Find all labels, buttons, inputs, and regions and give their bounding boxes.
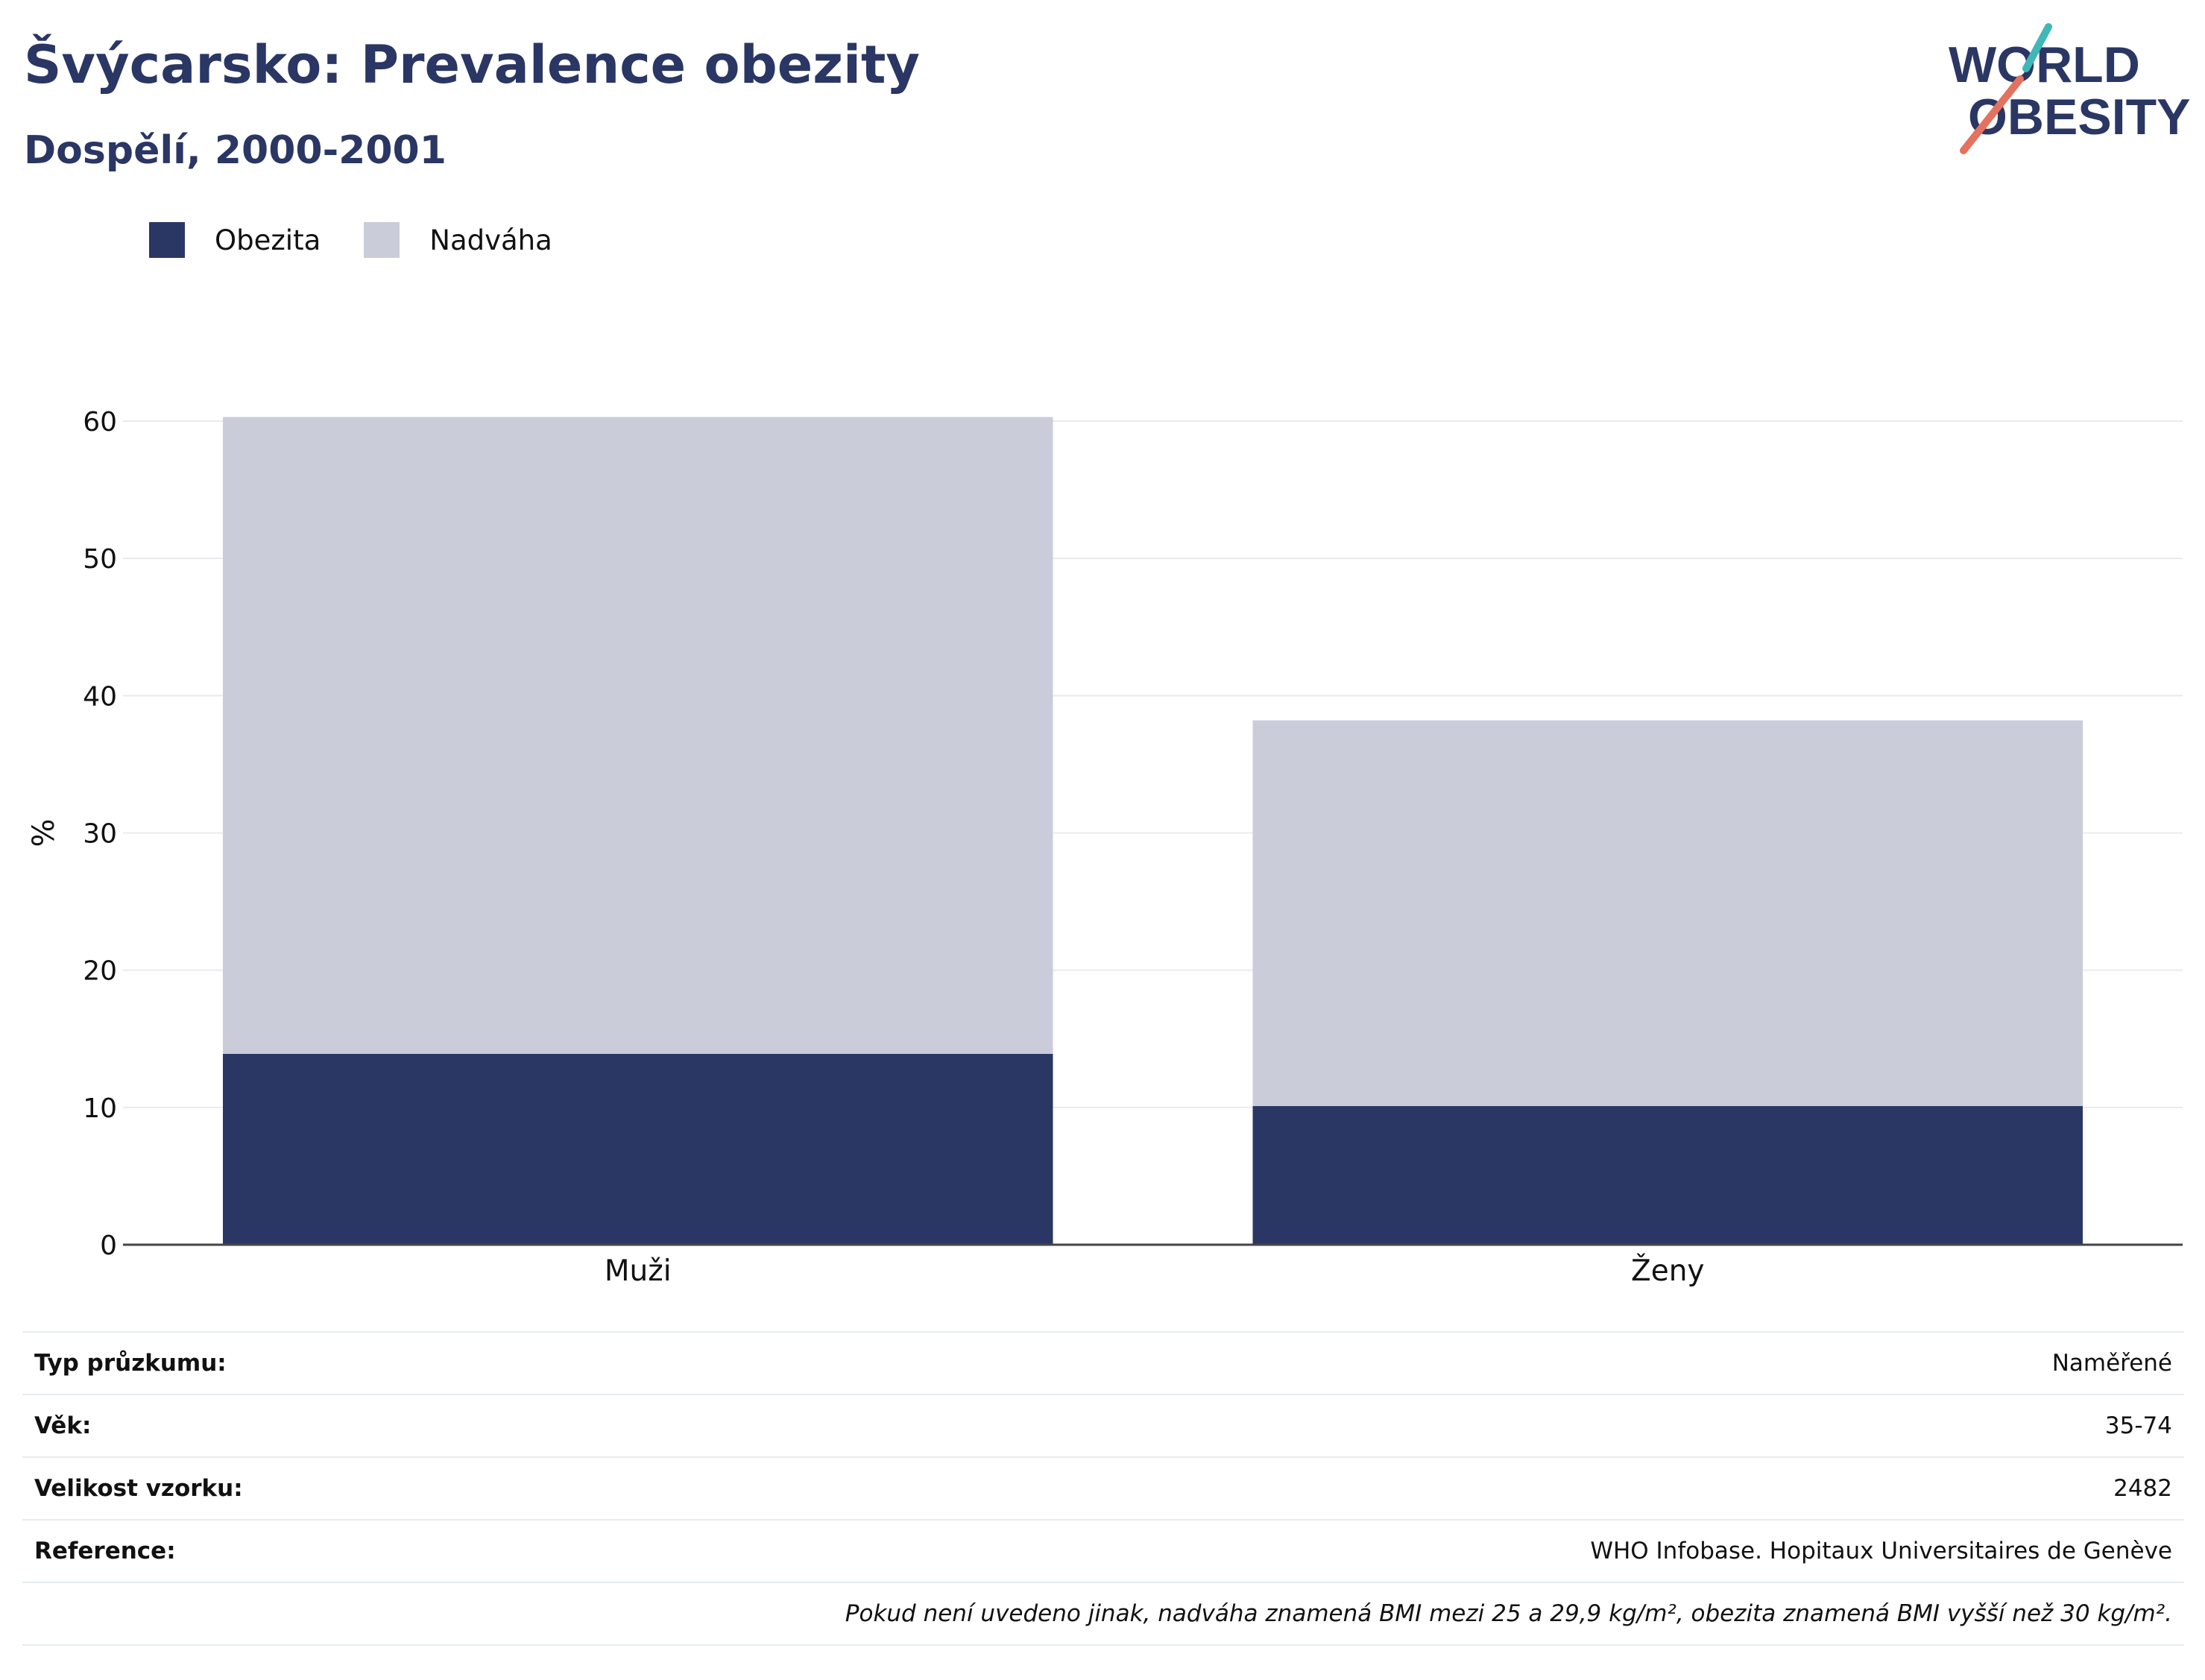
stacked-bar-chart: 0 10 20 30 40 50 60% Muži Ženy: [27, 407, 2183, 1288]
legend-label-overweight: Nadváha: [429, 224, 552, 256]
info-label: Typ průzkumu:: [22, 1331, 622, 1395]
definition-note: Pokud není uvedeno jinak, nadváha znamen…: [22, 1582, 2184, 1646]
info-row-reference: Reference: WHO Infobase. Hopitaux Univer…: [22, 1519, 2184, 1582]
bar-obesity: [1252, 1105, 2083, 1245]
bar-obesity: [223, 1054, 1053, 1245]
x-tick-label: Muži: [605, 1254, 672, 1288]
x-tick-label: Ženy: [1631, 1253, 1705, 1288]
bar-overweight: [1252, 720, 2083, 1106]
chart-title: Švýcarsko: Prevalence obezity: [24, 34, 921, 95]
world-obesity-logo: WORLD OBESITY: [1949, 23, 2191, 154]
y-tick-label: 30: [83, 819, 117, 850]
info-row-survey-type: Typ průzkumu: Naměřené: [22, 1331, 2184, 1395]
info-value: WHO Infobase. Hopitaux Universitaires de…: [621, 1519, 2184, 1582]
legend-item-overweight[interactable]: Nadváha: [364, 222, 552, 258]
info-row-sample-size: Velikost vzorku: 2482: [22, 1456, 2184, 1520]
info-row-age: Věk: 35-74: [22, 1394, 2184, 1457]
info-value: Naměřené: [621, 1331, 2184, 1395]
info-label: Věk:: [22, 1394, 622, 1457]
info-label: Reference:: [22, 1519, 622, 1582]
y-axis-label: %: [27, 818, 61, 847]
survey-info-table: Typ průzkumu: Naměřené Věk: 35-74 Veliko…: [22, 1331, 2184, 1646]
legend-swatch-overweight: [364, 222, 400, 258]
chart-subtitle: Dospělí, 2000-2001: [24, 128, 447, 173]
legend-label-obesity: Obezita: [215, 224, 321, 256]
y-tick-label: 10: [83, 1093, 117, 1124]
info-value: 35-74: [621, 1394, 2184, 1457]
y-tick-label: 40: [83, 681, 117, 712]
y-tick-label: 60: [83, 407, 117, 438]
info-row-note: Pokud není uvedeno jinak, nadváha znamen…: [22, 1582, 2184, 1646]
y-tick-label: 0: [100, 1231, 117, 1261]
legend-swatch-obesity: [149, 222, 185, 258]
chart-legend: Obezita Nadváha: [149, 222, 596, 258]
info-label: Velikost vzorku:: [22, 1456, 622, 1520]
bar-overweight: [223, 417, 1053, 1055]
legend-item-obesity[interactable]: Obezita: [149, 222, 321, 258]
svg-text:WORLD: WORLD: [1949, 37, 2140, 93]
info-value: 2482: [621, 1456, 2184, 1520]
y-tick-label: 50: [83, 544, 117, 575]
y-tick-label: 20: [83, 956, 117, 987]
